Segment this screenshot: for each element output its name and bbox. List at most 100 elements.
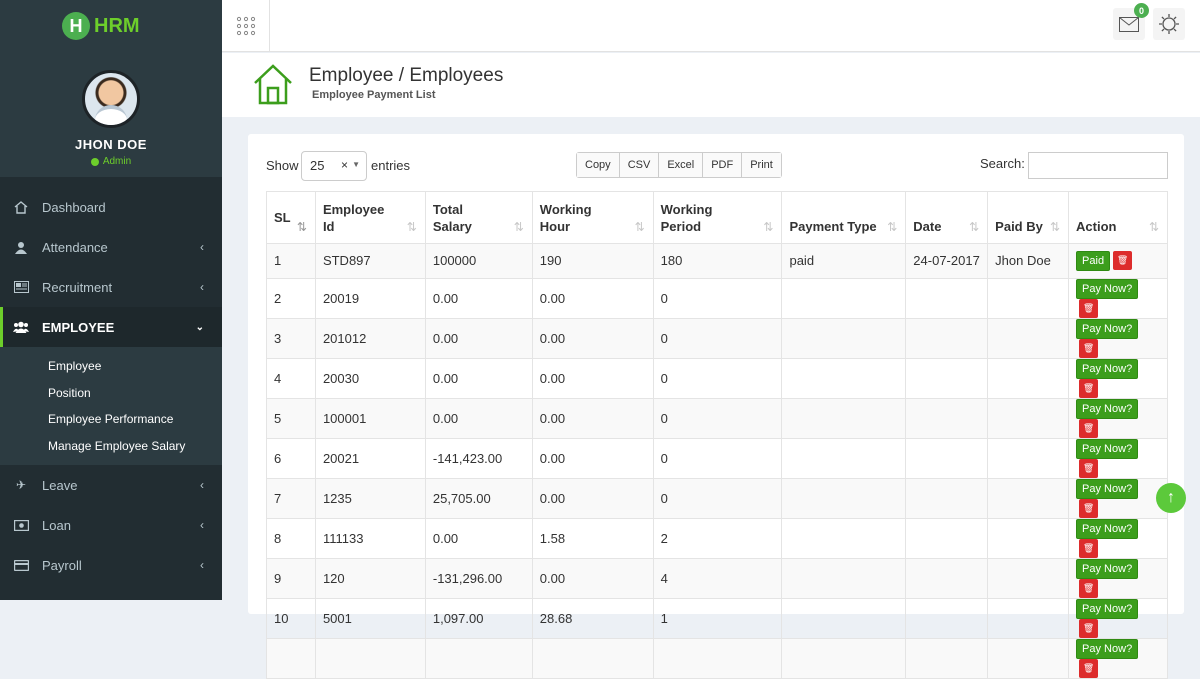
delete-trash-icon[interactable]: 🗑: [1113, 251, 1133, 271]
column-header-employee-id[interactable]: Employee Id ⇅: [314, 191, 426, 244]
sidebar-item-dashboard[interactable]: Dashboard: [0, 187, 222, 227]
sidebar-item-employee[interactable]: EMPLOYEE ⌄: [0, 307, 222, 347]
table-cell-period: 2: [652, 517, 783, 559]
user-name: JHON DOE: [75, 137, 147, 152]
column-header-sl[interactable]: SL ⇅: [266, 191, 316, 244]
table-cell-sl: 4: [266, 357, 316, 399]
table-cell-action: Pay Now?🗑: [1068, 557, 1168, 599]
sidebar-item-loan[interactable]: Loan ‹: [0, 505, 222, 545]
sort-asc-icon: ⇅: [296, 220, 307, 234]
table-cell-paidby: [987, 357, 1070, 399]
delete-trash-icon[interactable]: 🗑: [1079, 378, 1099, 398]
scroll-to-top-button[interactable]: ↑: [1156, 483, 1186, 513]
excel-button[interactable]: Excel: [659, 153, 704, 177]
pay-now-button[interactable]: Pay Now?: [1076, 518, 1139, 539]
apps-grid-button[interactable]: [222, 0, 270, 52]
logo-mark: H: [62, 12, 90, 40]
column-header-total-salary[interactable]: Total Salary ⇅: [424, 191, 533, 244]
column-header-date[interactable]: Date ⇅: [905, 191, 989, 244]
table-cell-id: 20019: [314, 277, 426, 319]
table-cell-sl: 8: [266, 517, 316, 559]
table-cell-hour: 1.58: [531, 517, 654, 559]
sidebar-item-label: Leave: [42, 477, 78, 493]
pay-now-button[interactable]: Pay Now?: [1076, 638, 1139, 659]
grid-icon: [236, 16, 255, 36]
messages-button[interactable]: 0: [1113, 3, 1149, 40]
pay-now-button[interactable]: Pay Now?: [1076, 398, 1139, 419]
csv-button[interactable]: CSV: [619, 153, 660, 177]
pay-now-button[interactable]: Pay Now?: [1076, 318, 1139, 339]
search-input[interactable]: [1028, 152, 1168, 179]
sidebar-item-recruitment[interactable]: Recruitment ‹: [0, 267, 222, 307]
table-cell-ptype: paid: [781, 243, 907, 279]
pdf-button[interactable]: PDF: [703, 153, 743, 177]
delete-trash-icon[interactable]: 🗑: [1079, 498, 1099, 518]
entries-select[interactable]: 25 × ▼: [301, 151, 367, 181]
table-cell-date: 24-07-2017: [905, 243, 989, 279]
settings-button[interactable]: [1153, 8, 1185, 40]
column-header-working-period[interactable]: Working Period ⇅: [652, 191, 783, 244]
pay-now-button[interactable]: Pay Now?: [1076, 278, 1139, 299]
copy-button[interactable]: Copy: [577, 153, 620, 177]
delete-trash-icon[interactable]: 🗑: [1079, 618, 1099, 638]
sort-icon: ⇅: [1049, 220, 1061, 234]
delete-trash-icon[interactable]: 🗑: [1079, 338, 1099, 358]
column-header-payment-type[interactable]: Payment Type ⇅: [781, 191, 907, 244]
paid-button[interactable]: Paid: [1076, 250, 1111, 271]
column-header-working-hour[interactable]: Working Hour ⇅: [531, 191, 654, 244]
pay-now-button[interactable]: Pay Now?: [1076, 438, 1139, 459]
submenu-item-employee-performance[interactable]: Employee Performance: [48, 412, 174, 427]
pay-now-button[interactable]: Pay Now?: [1076, 478, 1139, 499]
user-status: Admin: [0, 156, 222, 167]
table-cell-date: [905, 277, 989, 319]
sidebar-item-leave[interactable]: ✈ Leave ‹: [0, 465, 222, 505]
column-header-paid-by[interactable]: Paid By ⇅: [987, 191, 1070, 244]
column-header-action[interactable]: Action ⇅: [1068, 191, 1168, 244]
pay-now-button[interactable]: Pay Now?: [1076, 598, 1139, 619]
table-cell-ptype: [781, 317, 907, 359]
delete-trash-icon[interactable]: 🗑: [1079, 658, 1099, 678]
print-button[interactable]: Print: [742, 153, 781, 177]
chevron-left-icon: ‹: [200, 558, 204, 572]
submenu-item-position[interactable]: Position: [48, 385, 91, 400]
table-cell-action: Paid 🗑: [1068, 243, 1168, 279]
table-cell-id: 100001: [314, 397, 426, 439]
logo[interactable]: H HRM: [0, 0, 222, 52]
user-panel: JHON DOE Admin: [0, 52, 222, 177]
table-row: 2 20019 0.00 0.00 0 Pay Now?🗑: [266, 277, 1168, 319]
table-cell-period: 0: [652, 397, 783, 439]
chevron-left-icon: ‹: [200, 518, 204, 532]
table-cell-hour: 0.00: [531, 557, 654, 599]
sidebar: H HRM JHON DOE Admin Dashboard Attendanc…: [0, 0, 222, 600]
submenu-item-manage-employee-salary[interactable]: Manage Employee Salary: [48, 438, 186, 453]
table-cell-action: Pay Now?🗑: [1068, 517, 1168, 559]
delete-trash-icon[interactable]: 🗑: [1079, 538, 1099, 558]
home-icon: [13, 200, 29, 214]
table-cell-hour: 0.00: [531, 477, 654, 519]
delete-trash-icon[interactable]: 🗑: [1079, 458, 1099, 478]
delete-trash-icon[interactable]: 🗑: [1079, 418, 1099, 438]
delete-trash-icon[interactable]: 🗑: [1079, 578, 1099, 598]
sidebar-item-label: Recruitment: [42, 279, 113, 295]
submenu-item-employee[interactable]: Employee: [48, 359, 102, 374]
home-icon: [254, 64, 292, 105]
table-cell-sl: 7: [266, 477, 316, 519]
delete-trash-icon[interactable]: 🗑: [1079, 298, 1099, 318]
pay-now-button[interactable]: Pay Now?: [1076, 358, 1139, 379]
sidebar-item-label: EMPLOYEE: [42, 319, 115, 335]
pay-now-button[interactable]: Pay Now?: [1076, 558, 1139, 579]
user-icon: [13, 241, 29, 254]
table-cell-ptype: [781, 397, 907, 439]
table-cell-date: [905, 637, 989, 679]
table-cell-id: 20030: [314, 357, 426, 399]
table-cell-hour: 0.00: [531, 397, 654, 439]
table-cell-period: 0: [652, 357, 783, 399]
sidebar-item-payroll[interactable]: Payroll ‹: [0, 545, 222, 585]
sidebar-item-attendance[interactable]: Attendance ‹: [0, 227, 222, 267]
table-row: Pay Now?🗑: [266, 637, 1168, 679]
table-cell-sl: 9: [266, 557, 316, 599]
logo-text: HRM: [94, 14, 140, 37]
table-cell-salary: [424, 637, 533, 679]
card-icon: [13, 559, 29, 571]
sort-icon: ⇅: [763, 220, 774, 234]
